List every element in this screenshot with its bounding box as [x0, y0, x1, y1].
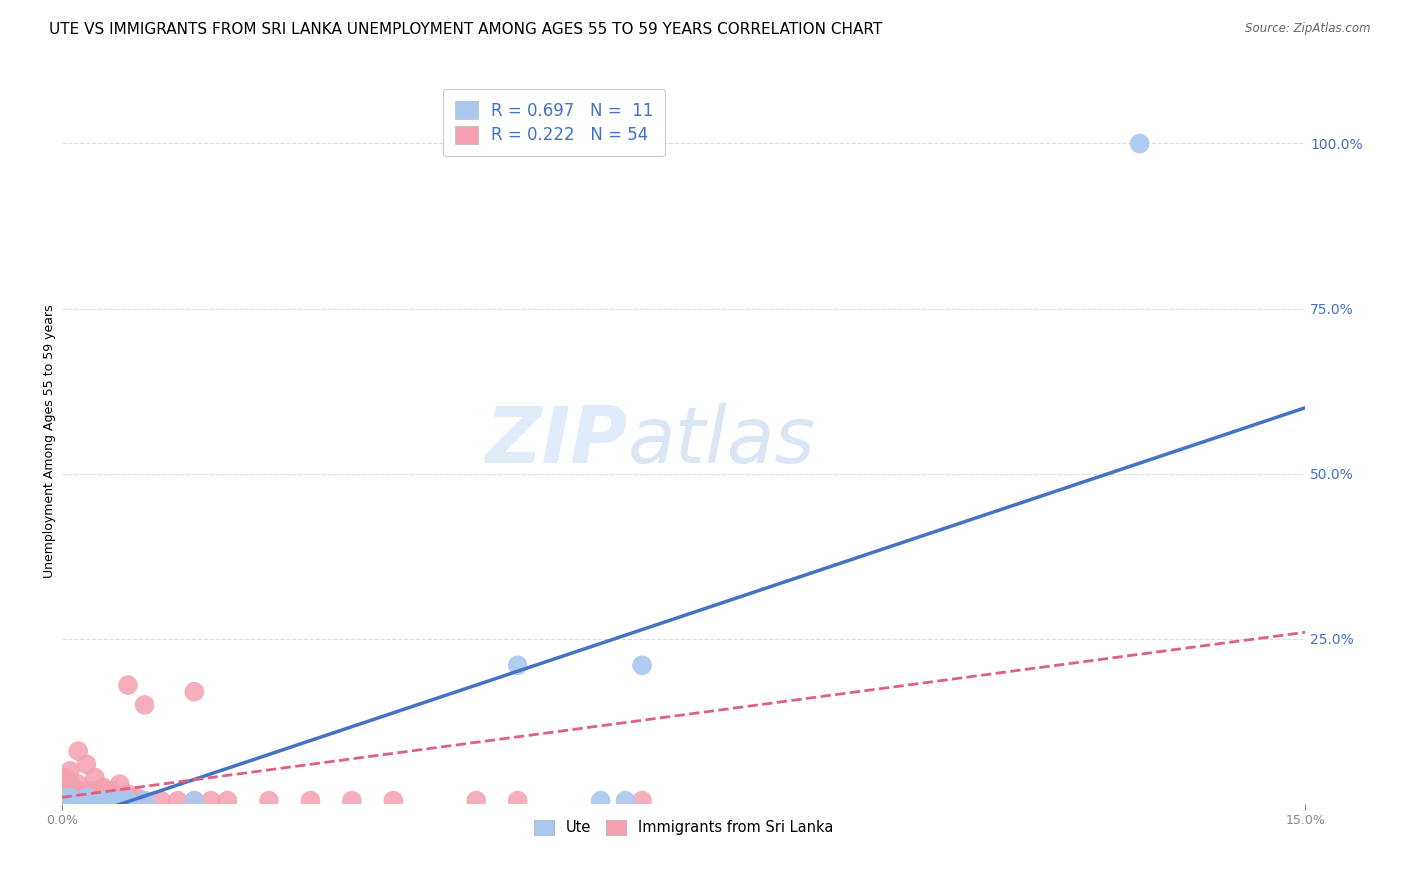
Point — [108, 790, 131, 805]
Point — [59, 790, 82, 805]
Point — [108, 794, 131, 808]
Point — [55, 794, 77, 808]
Point — [55, 771, 77, 785]
Point — [100, 794, 122, 808]
Point — [91, 780, 114, 795]
Point — [100, 790, 122, 805]
Point — [257, 794, 280, 808]
Point — [76, 790, 98, 805]
Point — [59, 790, 82, 805]
Point — [108, 777, 131, 791]
Text: atlas: atlas — [627, 402, 815, 479]
Point — [614, 794, 637, 808]
Point — [134, 698, 156, 712]
Point — [299, 794, 322, 808]
Point — [59, 794, 82, 808]
Point — [76, 757, 98, 772]
Point — [67, 777, 90, 791]
Point — [117, 794, 139, 808]
Point — [83, 794, 105, 808]
Text: UTE VS IMMIGRANTS FROM SRI LANKA UNEMPLOYMENT AMONG AGES 55 TO 59 YEARS CORRELAT: UTE VS IMMIGRANTS FROM SRI LANKA UNEMPLO… — [49, 22, 883, 37]
Point — [59, 777, 82, 791]
Point — [117, 678, 139, 692]
Point — [91, 790, 114, 805]
Point — [76, 783, 98, 797]
Point — [76, 790, 98, 805]
Point — [67, 794, 90, 808]
Point — [117, 794, 139, 808]
Point — [100, 783, 122, 797]
Point — [506, 794, 529, 808]
Y-axis label: Unemployment Among Ages 55 to 59 years: Unemployment Among Ages 55 to 59 years — [44, 304, 56, 577]
Point — [59, 794, 82, 808]
Point — [217, 794, 239, 808]
Point — [125, 790, 148, 805]
Text: Source: ZipAtlas.com: Source: ZipAtlas.com — [1246, 22, 1371, 36]
Point — [134, 794, 156, 808]
Point — [67, 744, 90, 758]
Point — [166, 794, 188, 808]
Point — [55, 783, 77, 797]
Point — [83, 790, 105, 805]
Point — [83, 783, 105, 797]
Point — [91, 794, 114, 808]
Point — [631, 794, 654, 808]
Point — [91, 794, 114, 808]
Point — [59, 764, 82, 778]
Point — [589, 794, 612, 808]
Legend: Ute, Immigrants from Sri Lanka: Ute, Immigrants from Sri Lanka — [524, 811, 842, 844]
Point — [1129, 136, 1152, 151]
Point — [465, 794, 488, 808]
Point — [67, 783, 90, 797]
Point — [150, 794, 173, 808]
Point — [117, 787, 139, 801]
Point — [125, 794, 148, 808]
Point — [117, 790, 139, 805]
Point — [108, 794, 131, 808]
Point — [200, 794, 222, 808]
Point — [183, 794, 205, 808]
Point — [83, 771, 105, 785]
Point — [67, 790, 90, 805]
Point — [91, 783, 114, 797]
Point — [382, 794, 405, 808]
Point — [100, 787, 122, 801]
Point — [340, 794, 363, 808]
Point — [76, 794, 98, 808]
Point — [59, 783, 82, 797]
Point — [67, 794, 90, 808]
Point — [134, 794, 156, 808]
Point — [91, 794, 114, 808]
Text: ZIP: ZIP — [485, 402, 627, 479]
Point — [83, 794, 105, 808]
Point — [183, 794, 205, 808]
Point — [76, 794, 98, 808]
Point — [506, 658, 529, 673]
Point — [117, 794, 139, 808]
Point — [631, 658, 654, 673]
Point — [91, 787, 114, 801]
Point — [76, 787, 98, 801]
Point — [100, 794, 122, 808]
Point — [183, 684, 205, 698]
